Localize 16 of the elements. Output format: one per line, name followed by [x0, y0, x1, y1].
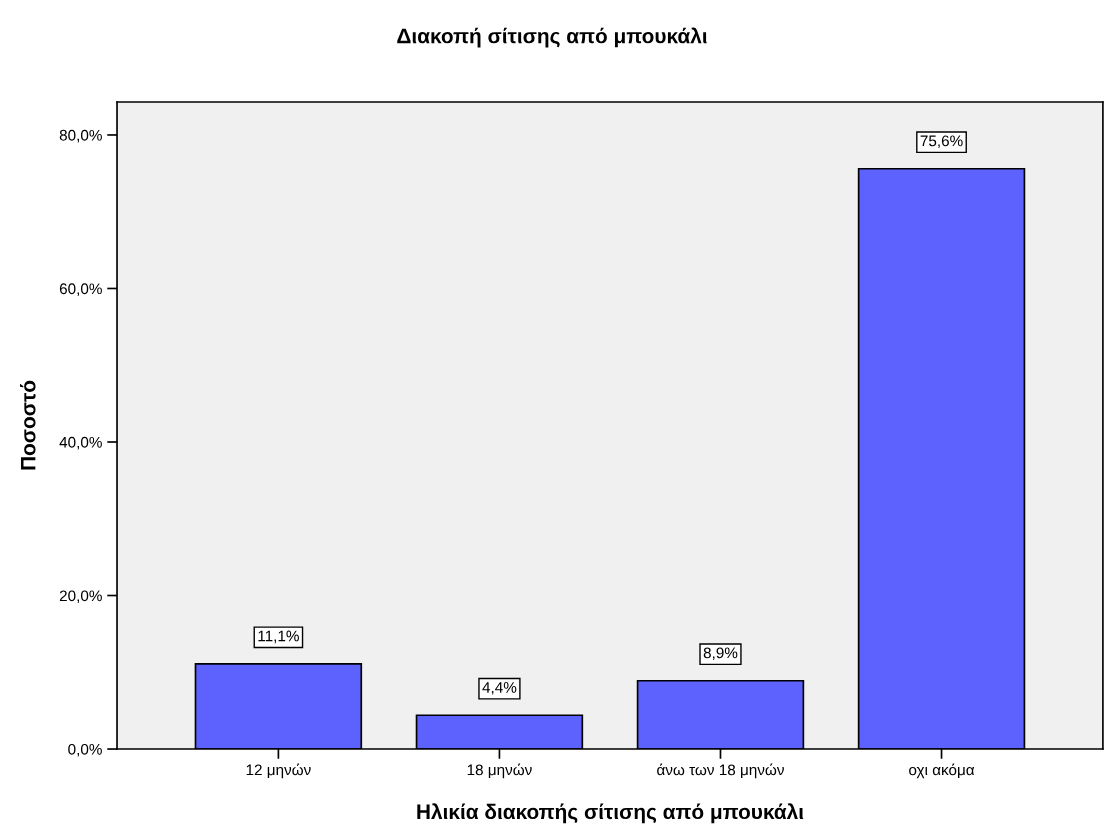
data-label: 4,4% — [482, 682, 517, 695]
data-label: 8,9% — [703, 647, 738, 661]
x-tick-label: οχι ακόμα — [909, 763, 975, 779]
data-label: 11,1% — [258, 630, 299, 644]
y-axis-title: Ποσοστό — [20, 380, 36, 470]
y-tick-label: 20,0% — [59, 590, 102, 604]
x-tick-label: 18 μηνών — [467, 763, 532, 779]
x-tick-label: 12 μηνών — [246, 763, 311, 779]
data-label: 75,6% — [920, 135, 963, 149]
x-tick-label: άνω των 18 μηνών — [657, 763, 784, 779]
chart-title: Διακοπή σίτισης από μπουκάλι — [397, 27, 707, 48]
y-tick-label: 40,0% — [59, 436, 102, 450]
y-tick-label: 80,0% — [59, 129, 102, 143]
y-tick-label: 60,0% — [59, 283, 102, 296]
x-axis-title: Ηλικία διακοπής σίτισης από μπουκάλι — [417, 803, 804, 824]
y-tick-label: 0,0% — [68, 743, 102, 757]
